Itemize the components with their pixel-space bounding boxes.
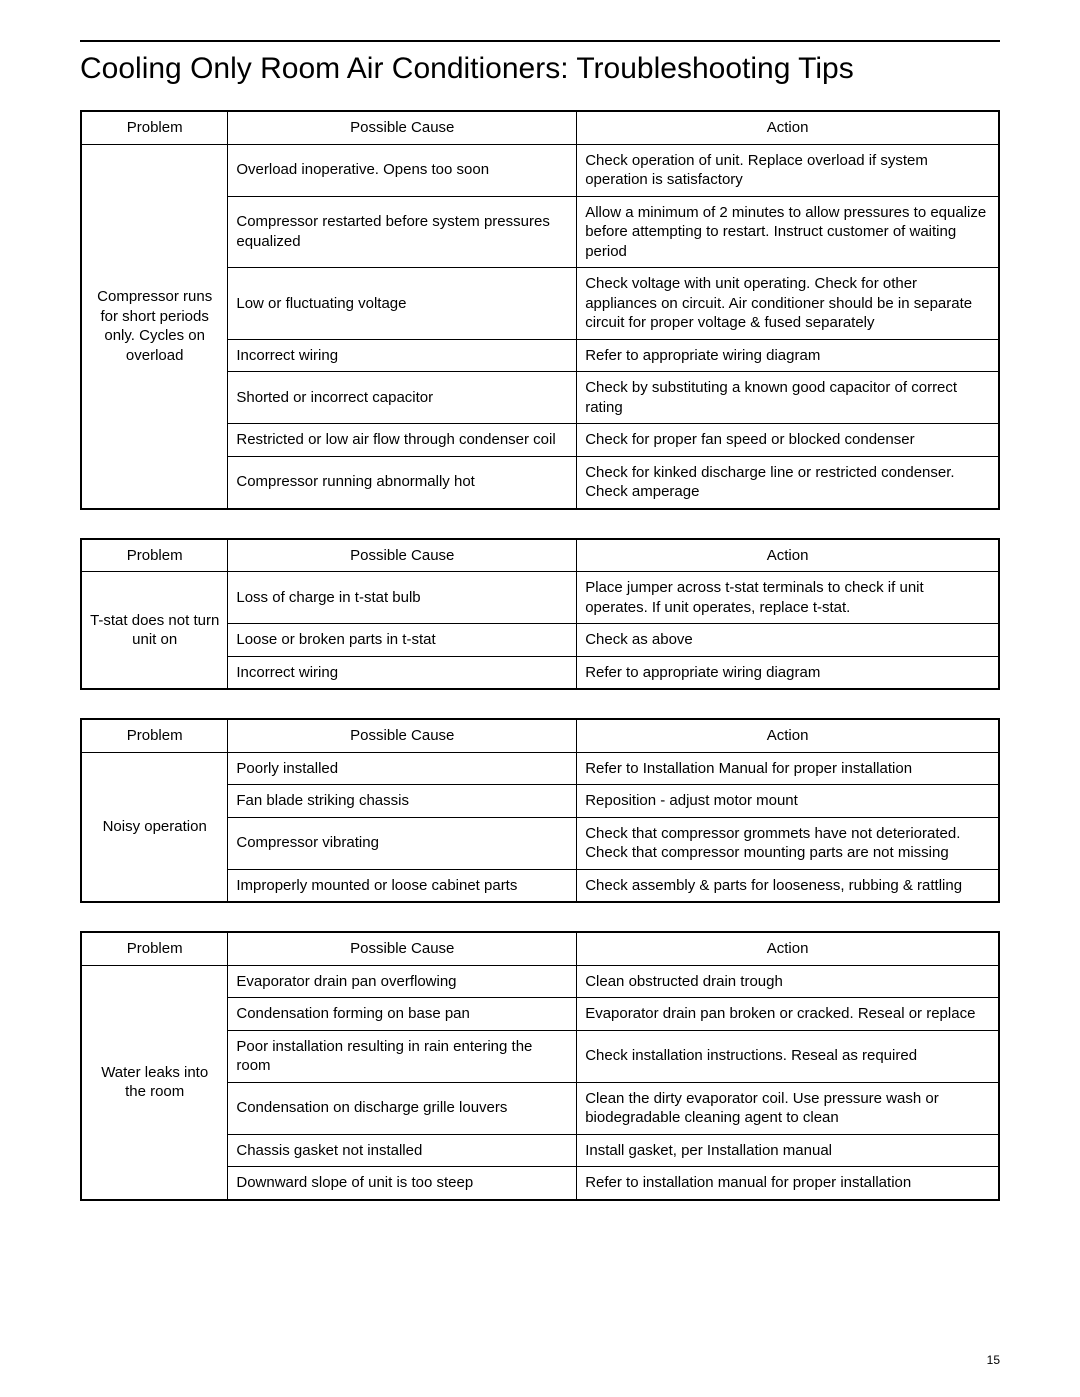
cause-cell: Chassis gasket not installed <box>228 1134 577 1167</box>
cause-cell: Shorted or incorrect capacitor <box>228 372 577 424</box>
action-cell: Reposition - adjust motor mount <box>577 785 999 818</box>
cause-cell: Loss of charge in t-stat bulb <box>228 572 577 624</box>
action-cell: Place jumper across t-stat terminals to … <box>577 572 999 624</box>
action-cell: Refer to appropriate wiring diagram <box>577 339 999 372</box>
action-cell: Check operation of unit. Replace overloa… <box>577 144 999 196</box>
page-number: 15 <box>987 1353 1000 1367</box>
troubleshoot-table-1: Problem Possible Cause Action Compressor… <box>80 110 1000 510</box>
troubleshoot-table-3: Problem Possible Cause Action Noisy oper… <box>80 718 1000 903</box>
cause-cell: Fan blade striking chassis <box>228 785 577 818</box>
problem-cell: Water leaks into the room <box>81 965 228 1200</box>
document-page: Cooling Only Room Air Conditioners: Trou… <box>0 0 1080 1397</box>
action-cell: Check installation instructions. Reseal … <box>577 1030 999 1082</box>
title-divider: Cooling Only Room Air Conditioners: Trou… <box>80 40 1000 86</box>
problem-cell: Compressor runs for short periods only. … <box>81 144 228 509</box>
action-cell: Check for kinked discharge line or restr… <box>577 456 999 509</box>
action-cell: Refer to appropriate wiring diagram <box>577 656 999 689</box>
action-cell: Clean the dirty evaporator coil. Use pre… <box>577 1082 999 1134</box>
cause-cell: Compressor running abnormally hot <box>228 456 577 509</box>
cause-cell: Condensation forming on base pan <box>228 998 577 1031</box>
action-cell: Check voltage with unit operating. Check… <box>577 268 999 340</box>
cause-cell: Incorrect wiring <box>228 656 577 689</box>
action-cell: Evaporator drain pan broken or cracked. … <box>577 998 999 1031</box>
cause-cell: Downward slope of unit is too steep <box>228 1167 577 1200</box>
cause-cell: Poorly installed <box>228 752 577 785</box>
col-header-action: Action <box>577 932 999 965</box>
col-header-problem: Problem <box>81 719 228 752</box>
troubleshoot-table-2: Problem Possible Cause Action T-stat doe… <box>80 538 1000 691</box>
action-cell: Check as above <box>577 624 999 657</box>
cause-cell: Loose or broken parts in t-stat <box>228 624 577 657</box>
cause-cell: Evaporator drain pan overﬂowing <box>228 965 577 998</box>
col-header-action: Action <box>577 719 999 752</box>
cause-cell: Improperly mounted or loose cabinet part… <box>228 869 577 902</box>
col-header-problem: Problem <box>81 539 228 572</box>
action-cell: Check assembly & parts for looseness, ru… <box>577 869 999 902</box>
cause-cell: Overload inoperative. Opens too soon <box>228 144 577 196</box>
col-header-cause: Possible Cause <box>228 719 577 752</box>
troubleshoot-table-4: Problem Possible Cause Action Water leak… <box>80 931 1000 1201</box>
action-cell: Install gasket, per Installation manual <box>577 1134 999 1167</box>
col-header-action: Action <box>577 111 999 144</box>
col-header-problem: Problem <box>81 932 228 965</box>
action-cell: Check by substituting a known good capac… <box>577 372 999 424</box>
action-cell: Refer to installation manual for proper … <box>577 1167 999 1200</box>
action-cell: Clean obstructed drain trough <box>577 965 999 998</box>
action-cell: Check for proper fan speed or blocked co… <box>577 424 999 457</box>
page-title: Cooling Only Room Air Conditioners: Trou… <box>80 52 1000 86</box>
cause-cell: Compressor vibrating <box>228 817 577 869</box>
cause-cell: Condensation on discharge grille louvers <box>228 1082 577 1134</box>
action-cell: Check that compressor grommets have not … <box>577 817 999 869</box>
col-header-problem: Problem <box>81 111 228 144</box>
problem-cell: T-stat does not turn unit on <box>81 572 228 690</box>
action-cell: Allow a minimum of 2 minutes to allow pr… <box>577 196 999 268</box>
action-cell: Refer to Installation Manual for proper … <box>577 752 999 785</box>
col-header-cause: Possible Cause <box>228 539 577 572</box>
cause-cell: Incorrect wiring <box>228 339 577 372</box>
cause-cell: Low or ﬂuctuating voltage <box>228 268 577 340</box>
cause-cell: Restricted or low air ﬂow through conden… <box>228 424 577 457</box>
cause-cell: Compressor restarted before system press… <box>228 196 577 268</box>
col-header-action: Action <box>577 539 999 572</box>
col-header-cause: Possible Cause <box>228 932 577 965</box>
cause-cell: Poor installation resulting in rain ente… <box>228 1030 577 1082</box>
col-header-cause: Possible Cause <box>228 111 577 144</box>
problem-cell: Noisy operation <box>81 752 228 902</box>
